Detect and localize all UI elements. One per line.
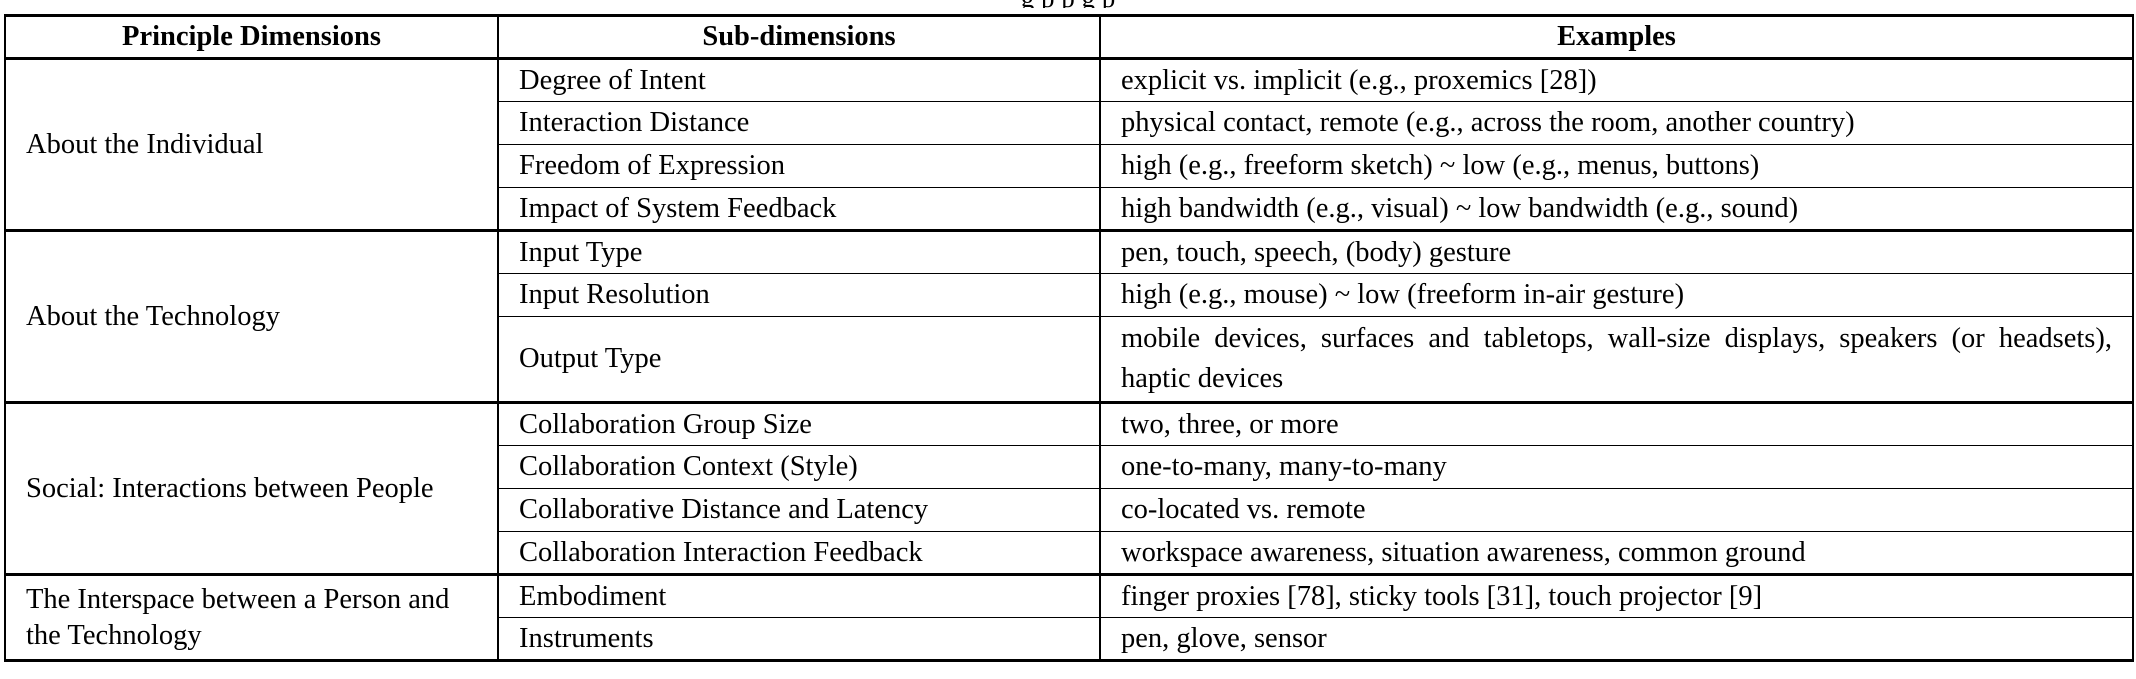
sub-dimension-cell: Instruments [497, 617, 1101, 662]
sub-dimension-cell: Degree of Intent [497, 57, 1101, 102]
example-cell: high (e.g., freeform sketch) ~ low (e.g.… [1099, 144, 2134, 188]
sub-dimension-cell: Collaboration Interaction Feedback [497, 531, 1101, 575]
dimension-cell: About the Individual [4, 57, 499, 232]
sub-dimension-cell: Collaboration Group Size [497, 401, 1101, 446]
example-cell: finger proxies [78], sticky tools [31], … [1099, 573, 2134, 618]
sub-dimension-cell: Collaboration Context (Style) [497, 445, 1101, 489]
example-cell: two, three, or more [1099, 401, 2134, 446]
table-row: Instruments pen, glove, sensor [5, 617, 2134, 662]
table-row: Social: Interactions between People Coll… [4, 401, 2134, 576]
example-cell: co-located vs. remote [1099, 488, 2134, 532]
sub-dimension-cell: Freedom of Expression [497, 144, 1101, 188]
example-cell: high bandwidth (e.g., visual) ~ low band… [1099, 187, 2134, 231]
dimension-cell: The Interspace between a Person and the … [4, 573, 499, 662]
table-row: Collaboration Context (Style) one-to-man… [5, 445, 2134, 489]
example-cell: pen, glove, sensor [1099, 617, 2134, 662]
header-principle-dimensions: Principle Dimensions [4, 14, 499, 60]
table-row: Output Type mobile devices, surfaces and… [5, 316, 2134, 403]
table-row: About the Technology Input Type pen, tou… [4, 229, 2134, 404]
table-row: Collaboration Interaction Feedback works… [5, 531, 2134, 575]
header-examples: Examples [1099, 14, 2134, 60]
table-row: Impact of System Feedback high bandwidth… [5, 187, 2134, 231]
sub-dimension-cell: Embodiment [497, 573, 1101, 618]
table-row: Interaction Distance physical contact, r… [5, 101, 2134, 145]
sub-dimension-cell: Interaction Distance [497, 101, 1101, 145]
example-cell: explicit vs. implicit (e.g., proxemics [… [1099, 57, 2134, 102]
table-row: The Interspace between a Person and the … [4, 573, 2134, 662]
example-cell: mobile devices, surfaces and tabletops, … [1099, 316, 2134, 403]
sub-dimension-cell: Collaborative Distance and Latency [497, 488, 1101, 532]
table-row: About the Individual Degree of Intent ex… [4, 57, 2134, 232]
example-cell: high (e.g., mouse) ~ low (freeform in-ai… [1099, 273, 2134, 317]
table-row: Collaborative Distance and Latency co-lo… [5, 488, 2134, 532]
design-dimensions-table: Principle Dimensions Sub-dimensions Exam… [4, 14, 2134, 662]
sub-dimension-cell: Input Type [497, 229, 1101, 274]
example-cell: workspace awareness, situation awareness… [1099, 531, 2134, 575]
table-header-row: Principle Dimensions Sub-dimensions Exam… [4, 14, 2134, 60]
dimension-cell: About the Technology [4, 229, 499, 404]
sub-dimension-cell: Impact of System Feedback [497, 187, 1101, 231]
example-cell: pen, touch, speech, (body) gesture [1099, 229, 2134, 274]
sub-dimension-cell: Output Type [497, 316, 1101, 403]
header-sub-dimensions: Sub-dimensions [497, 14, 1101, 60]
sub-dimension-cell: Input Resolution [497, 273, 1101, 317]
example-cell: physical contact, remote (e.g., across t… [1099, 101, 2134, 145]
dimension-cell: Social: Interactions between People [4, 401, 499, 576]
example-cell: one-to-many, many-to-many [1099, 445, 2134, 489]
table-caption-fragment: g p p g [0, 0, 2136, 8]
